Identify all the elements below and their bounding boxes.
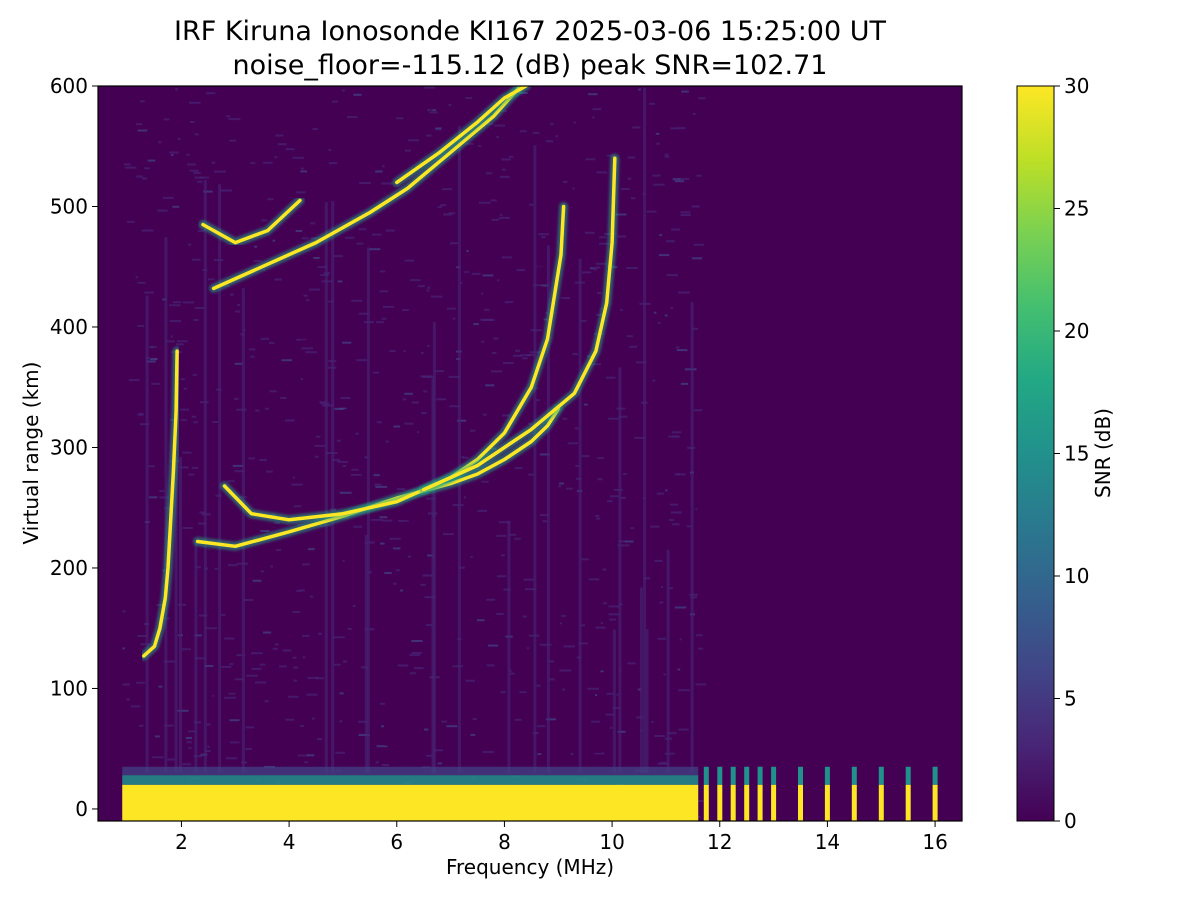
colorbar-tick-label: 25 [1064,197,1089,221]
echo-trace [201,198,302,245]
chart-subtitle: noise_floor=-115.12 (dB) peak SNR=102.71 [232,50,828,81]
x-axis: 2 4 6 8 10 12 14 16 [175,821,948,854]
y-tick-label: 600 [50,74,88,98]
snr-heatmap [122,86,938,821]
echo-trace [195,407,561,549]
colorbar-tick-label: 5 [1064,687,1077,711]
x-tick-label: 16 [922,830,947,854]
echo-trace [211,86,523,291]
chart-title: IRF Kiruna Ionosonde KI167 2025-03-06 15… [173,16,887,47]
x-tick-label: 8 [498,830,511,854]
plot-frame [97,85,963,822]
colorbar-tick-label: 30 [1064,74,1089,98]
y-tick-label: 100 [50,676,88,700]
colorbar-tick-label: 15 [1064,442,1089,466]
noise-stripes [145,87,694,773]
interference-lines [703,766,938,821]
y-tick-label: 500 [50,194,88,218]
x-tick-label: 4 [283,830,296,854]
y-axis-label: Virtual range (km) [19,362,43,545]
echo-trace [421,156,617,492]
y-tick-label: 0 [75,797,88,821]
plot-area [98,86,962,821]
y-tick-label: 200 [50,556,88,580]
colorbar-tick-label: 20 [1064,319,1089,343]
y-tick-label: 400 [50,315,88,339]
colorbar-label: SNR (dB) [1091,408,1115,498]
x-tick-label: 12 [707,830,732,854]
x-tick-label: 6 [390,830,403,854]
x-tick-label: 10 [599,830,624,854]
ground-clutter-band [122,766,699,821]
colorbar-axis: 0 5 10 15 20 25 30 [1054,74,1089,833]
echo-traces [139,86,620,661]
colorbar-tick-label: 0 [1064,809,1077,833]
colorbar [1016,85,1055,822]
x-tick-label: 14 [815,830,840,854]
echo-trace [142,349,179,658]
colorbar-tick-label: 10 [1064,564,1089,588]
x-tick-label: 2 [175,830,188,854]
echo-trace [395,86,528,185]
x-axis-label: Frequency (MHz) [446,855,614,879]
y-tick-label: 300 [50,435,88,459]
y-axis: 0 100 200 300 400 500 600 [50,74,98,821]
